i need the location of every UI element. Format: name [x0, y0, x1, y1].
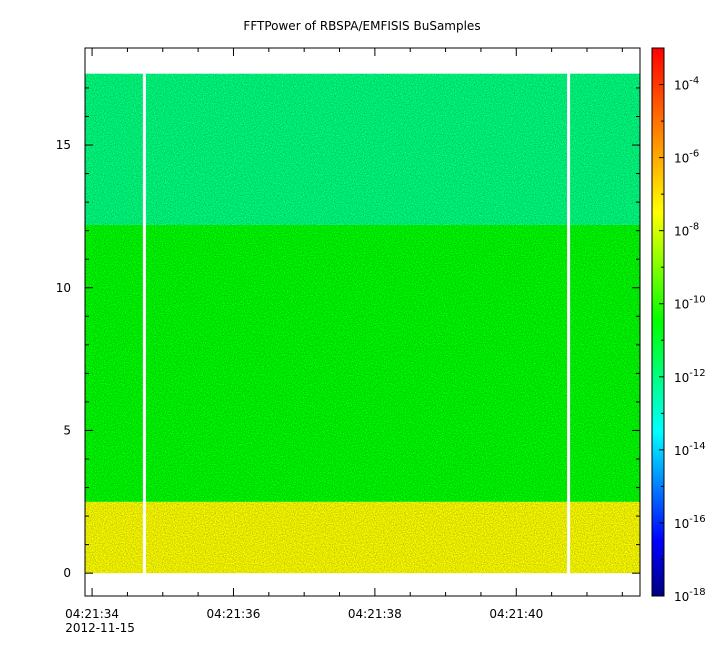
colorbar-tick-label: 10-14 — [674, 441, 706, 458]
colorbar-tick-label: 10-10 — [674, 295, 706, 312]
x-tick-label: 04:21:40 — [489, 607, 543, 621]
x-tick-label: 04:21:36 — [207, 607, 261, 621]
colorbar-tick-label: 10-4 — [674, 76, 699, 93]
plot-frame — [84, 47, 641, 597]
data-gap-1 — [142, 73, 146, 574]
y-tick-label: 15 — [56, 138, 71, 152]
y-axis: 0 5 10 15 — [56, 87, 640, 580]
spectrogram-plot-area — [85, 73, 640, 574]
data-gap-2 — [567, 73, 571, 574]
x-date-label: 2012-11-15 — [65, 621, 135, 635]
y-tick-label: 5 — [63, 423, 71, 437]
colorbar-tick-label: 10-8 — [674, 222, 699, 239]
colorbar — [651, 47, 665, 597]
y-tick-label: 0 — [63, 566, 71, 580]
colorbar-tick-label: 10-16 — [674, 514, 706, 531]
colorbar-tick-label: 10-18 — [674, 587, 706, 604]
colorbar-axis: 10-4 10-6 10-8 10-10 10-12 10-14 10-16 10-18 — [659, 47, 706, 604]
x-tick-label: 04:21:38 — [348, 607, 402, 621]
colorbar-tick-label: 10-12 — [674, 368, 706, 385]
noise-texture — [85, 73, 640, 574]
colorbar-tick-label: 10-6 — [674, 149, 699, 166]
x-tick-label: 04:21:34 — [65, 607, 119, 621]
chart-title: FFTPower of RBSPA/EMFISIS BuSamples — [243, 19, 480, 33]
y-tick-label: 10 — [56, 281, 71, 295]
